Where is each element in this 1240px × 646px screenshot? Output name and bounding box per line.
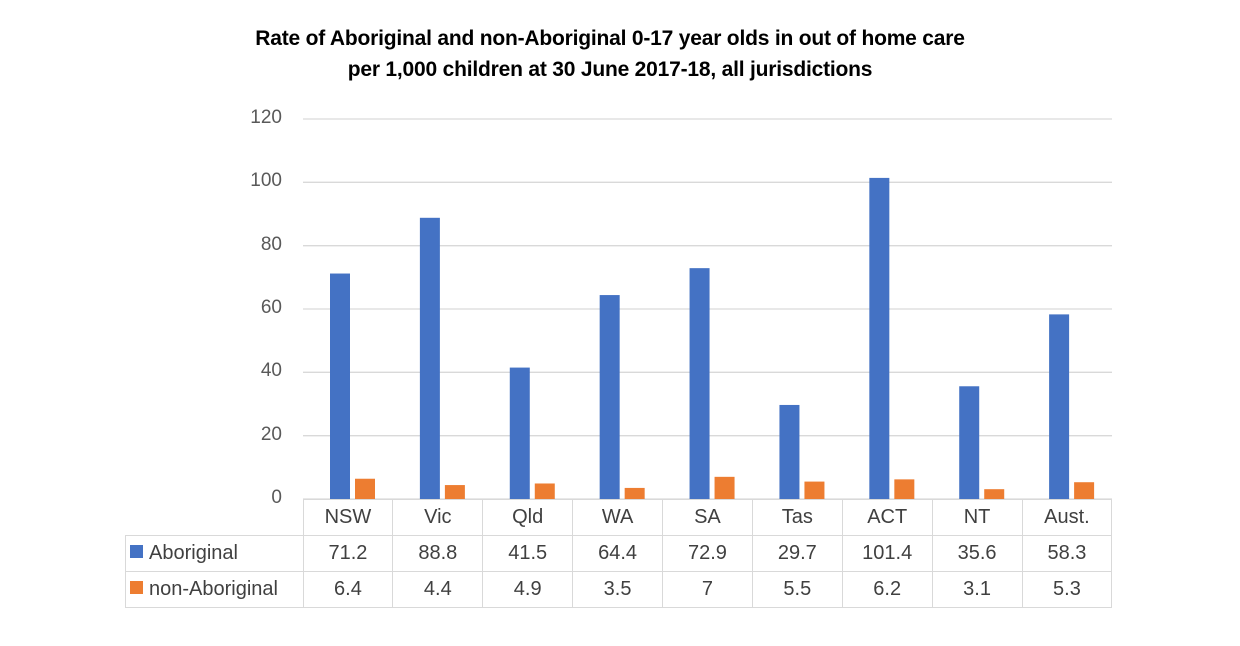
table-cell-value: 6.4 xyxy=(302,571,394,608)
category-label: SA xyxy=(662,499,753,536)
category-label: Vic xyxy=(392,499,484,536)
table-cell-value: 35.6 xyxy=(931,535,1023,572)
table-cell-value: 71.2 xyxy=(302,535,394,572)
table-cell-value: 6.2 xyxy=(841,571,933,608)
bar-aboriginal xyxy=(689,268,710,499)
table-cell-value: 72.9 xyxy=(662,535,753,572)
bar-aboriginal xyxy=(1049,314,1070,499)
bar-aboriginal xyxy=(599,295,620,499)
y-tick-label: 80 xyxy=(260,233,282,255)
table-cell-value: 88.8 xyxy=(392,535,484,572)
chart-subtitle: per 1,000 children at 30 June 2017-18, a… xyxy=(347,58,873,81)
table-cell-value: 4.4 xyxy=(392,571,484,608)
bar-non-aboriginal xyxy=(355,478,375,499)
table-row: non-Aboriginal 6.4 4.4 4.9 3.5 7 5.5 6.2 3.1 5.3 xyxy=(125,571,1113,608)
table-cell-value: 5.3 xyxy=(1021,571,1113,608)
table-cell-value: 41.5 xyxy=(482,535,574,572)
bar-aboriginal xyxy=(330,273,350,499)
y-tick-label: 40 xyxy=(260,360,282,382)
legend-swatch-icon xyxy=(130,545,143,559)
y-tick-label: 0 xyxy=(271,487,282,508)
table-cell-value: 3.5 xyxy=(572,571,663,608)
y-tick-label: 60 xyxy=(260,297,282,318)
bar-non-aboriginal xyxy=(444,485,465,499)
bar-aboriginal xyxy=(869,177,890,499)
table-cell-value: 3.1 xyxy=(931,571,1023,608)
bar-non-aboriginal xyxy=(984,489,1005,499)
table-cell-value: 7 xyxy=(662,571,753,608)
bar-aboriginal xyxy=(959,386,980,499)
table-cell-value: 64.4 xyxy=(572,535,663,572)
bar-non-aboriginal xyxy=(624,487,645,499)
legend-label: Aboriginal xyxy=(149,542,238,564)
bar-aboriginal xyxy=(509,367,530,499)
legend-entry: Aboriginal xyxy=(125,535,304,572)
category-label: Qld xyxy=(482,499,574,536)
table-cell-value: 58.3 xyxy=(1021,535,1113,572)
category-label: Aust. xyxy=(1021,499,1113,536)
data-table: NSW Vic Qld WA SA Tas ACT NT Aust. Aboriginal 71.2… xyxy=(125,499,1113,608)
y-tick-label: 20 xyxy=(260,423,282,445)
category-label: NSW xyxy=(302,499,394,536)
category-label: ACT xyxy=(841,499,933,536)
legend-entry: non-Aboriginal xyxy=(125,571,304,608)
bar-aboriginal xyxy=(779,404,800,499)
table-cell-value: 5.5 xyxy=(751,571,843,608)
category-label: NT xyxy=(931,499,1023,536)
y-tick-label: 120 xyxy=(250,107,282,128)
table-cell-value: 4.9 xyxy=(482,571,574,608)
legend-label: non-Aboriginal xyxy=(149,578,278,600)
table-row: Aboriginal 71.2 88.8 41.5 64.4 72.9 29.7 101.4 3… xyxy=(125,535,1113,572)
y-tick-label: 100 xyxy=(250,170,282,192)
category-label: WA xyxy=(572,499,663,536)
bar-aboriginal xyxy=(419,217,440,500)
table-cell-value: 29.7 xyxy=(751,535,843,572)
table-cell-value: 101.4 xyxy=(841,535,933,572)
bar-non-aboriginal xyxy=(804,481,825,499)
bar-non-aboriginal xyxy=(714,476,735,499)
bar-non-aboriginal xyxy=(1074,482,1095,499)
chart-title: Rate of Aboriginal and non-Aboriginal 0-… xyxy=(255,27,965,50)
table-corner xyxy=(125,499,304,536)
legend-swatch-icon xyxy=(130,581,143,595)
bar-non-aboriginal xyxy=(894,479,915,499)
bar-non-aboriginal xyxy=(534,483,555,499)
category-label: Tas xyxy=(751,499,843,536)
